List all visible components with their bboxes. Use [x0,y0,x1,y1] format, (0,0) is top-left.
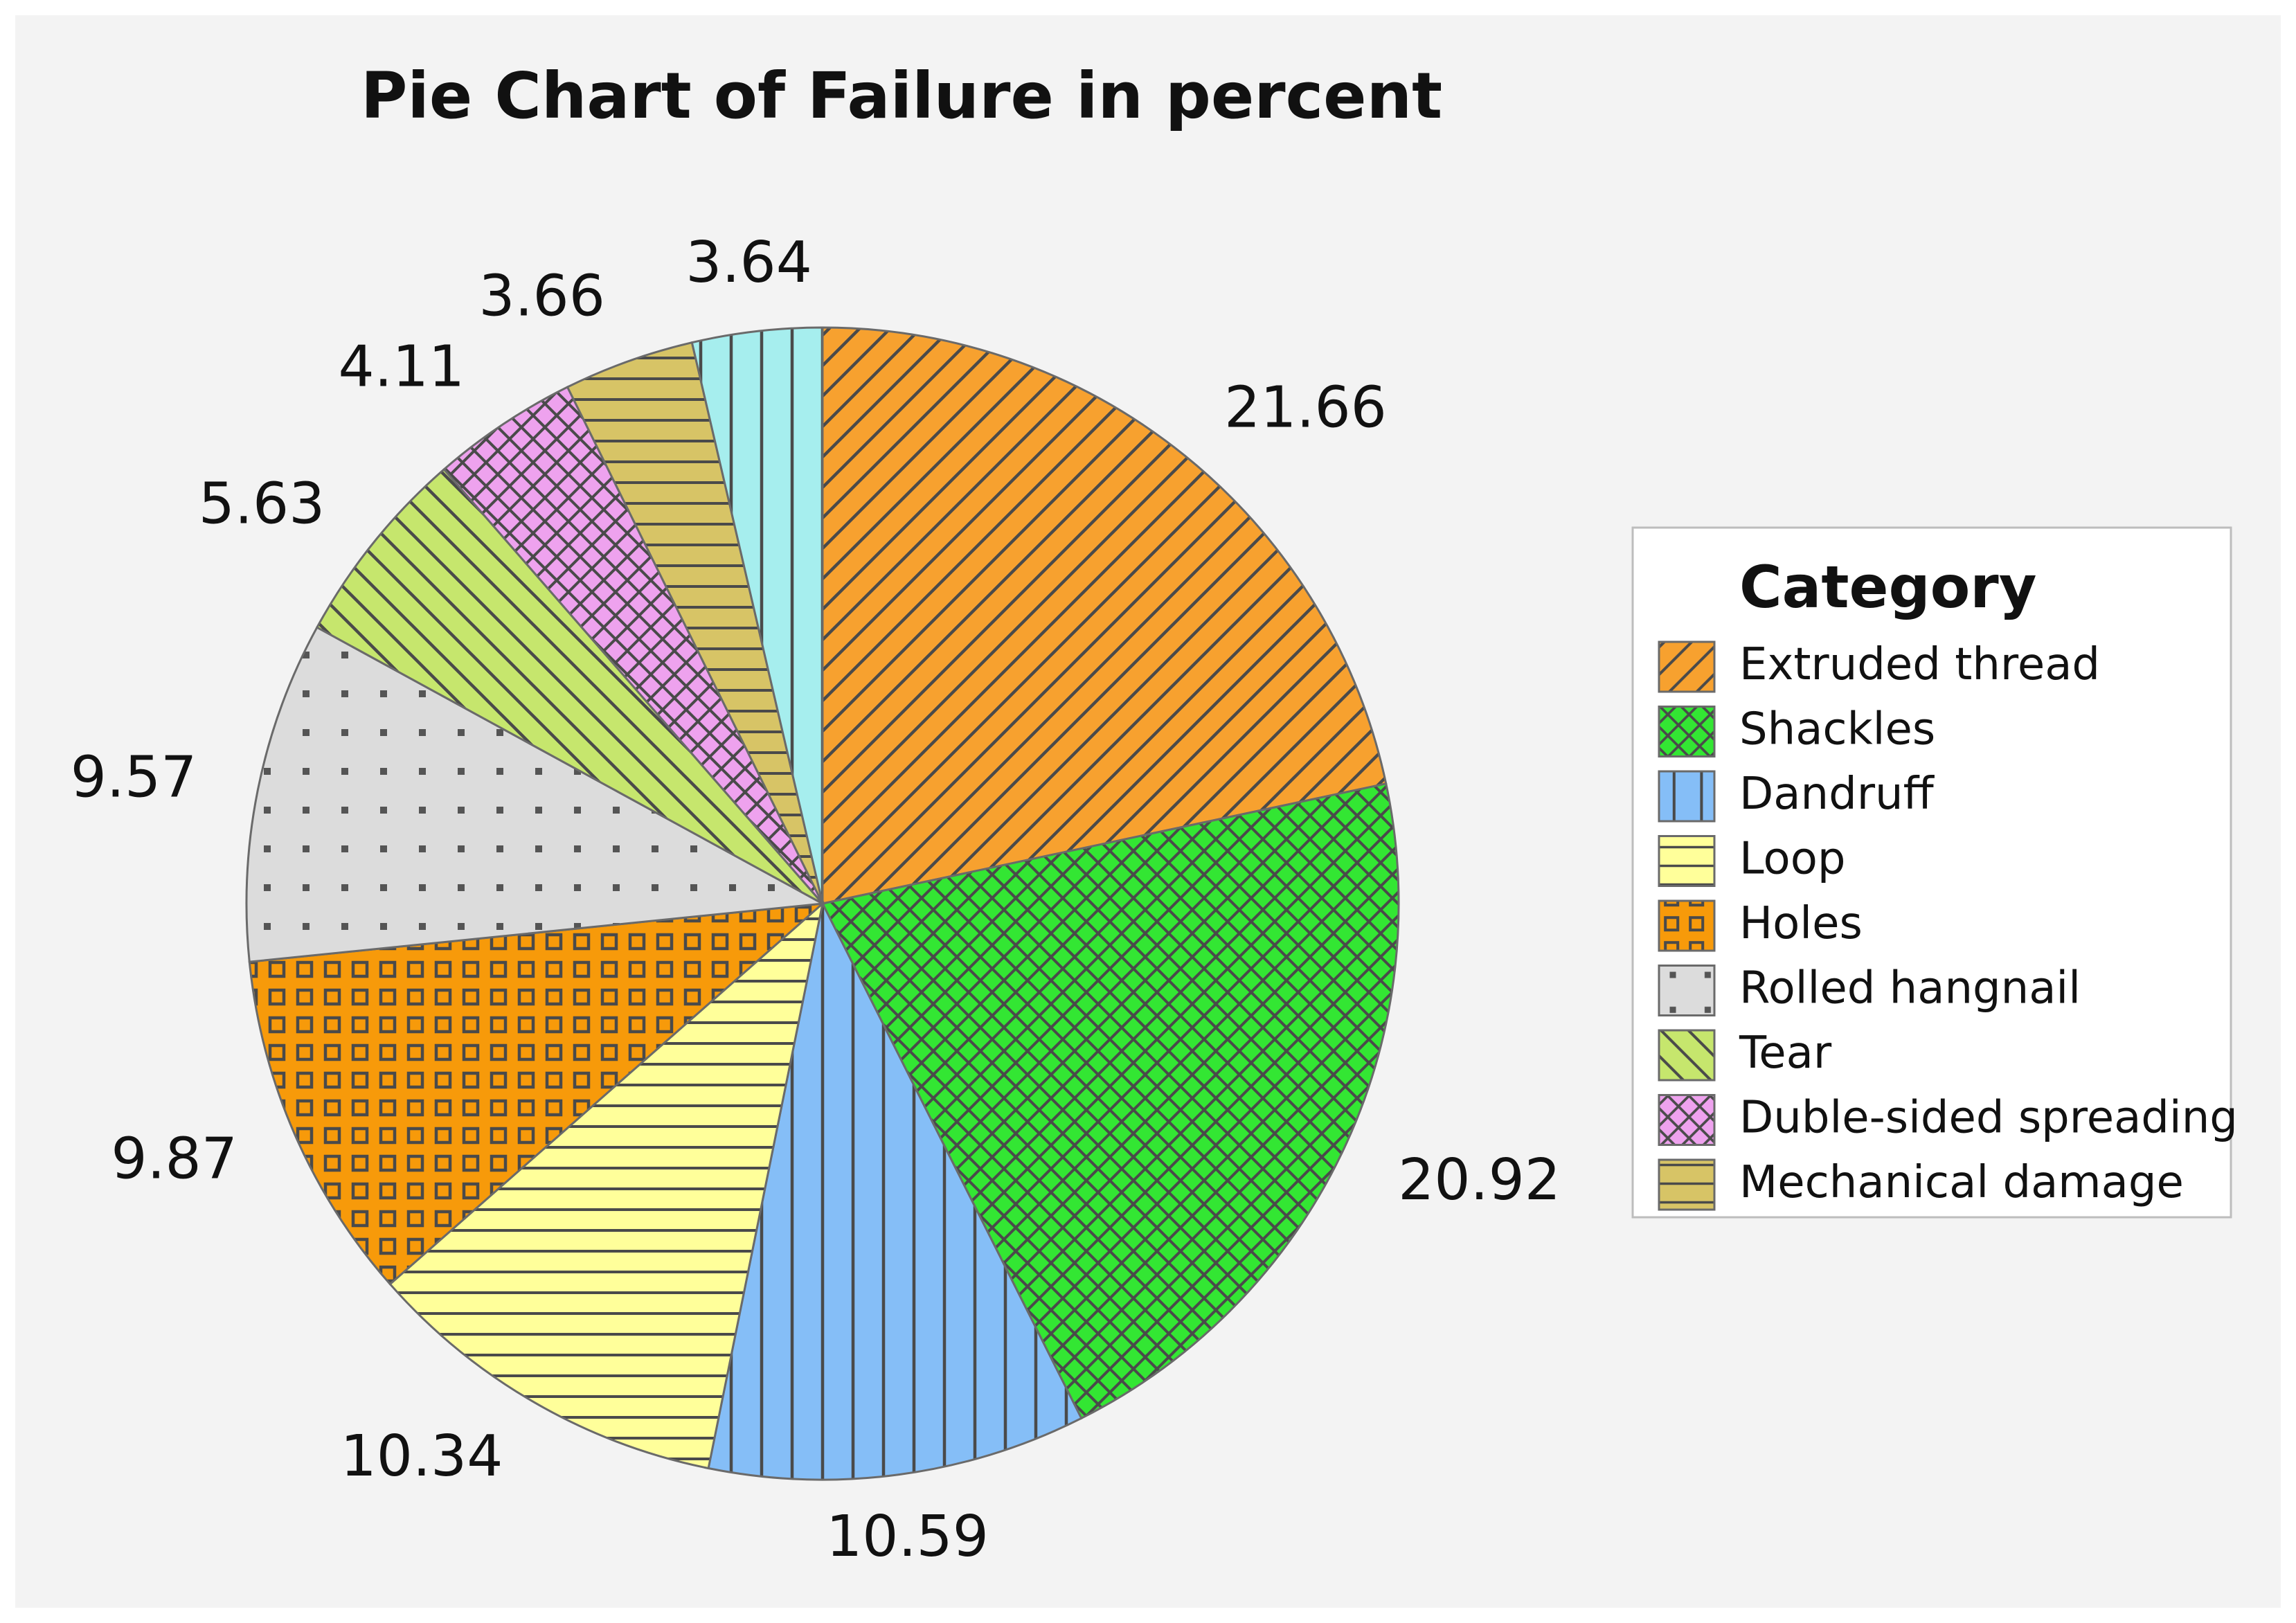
legend-swatch [1658,640,1716,693]
value-label: 3.64 [685,230,812,296]
legend-swatch [1658,899,1716,952]
legend-label: Dandruff [1739,769,1935,820]
legend-swatch [1658,1158,1716,1211]
legend-items: Extruded thread Shackles Dandruff Loop Holes… [1658,639,2238,1211]
pie-slice-tear [315,467,824,905]
legend-swatch [1658,1029,1716,1082]
pie-slice-loop [388,900,825,1470]
pie-slice-duble-sided-spreading [442,386,824,904]
legend-swatch [1658,835,1716,887]
value-label: 3.66 [478,264,605,330]
value-label: 20.92 [1398,1147,1561,1213]
value-label: 4.11 [339,334,465,400]
value-label: 9.57 [71,744,197,810]
value-label: 10.59 [826,1504,989,1570]
legend-swatch [1658,1094,1716,1146]
value-label: 5.63 [199,472,325,537]
chart-title: Pie Chart of Failure in percent [361,59,1442,133]
pie-slice-dandruff [707,900,1083,1481]
pie-slice-shackles [820,782,1400,1420]
legend-label: Loop [1739,834,1845,885]
value-label: 10.34 [341,1424,503,1489]
legend-box [1631,526,2232,1219]
legend-label: Holes [1739,898,1863,949]
legend-label: Duble-sided spreading [1739,1093,2238,1144]
legend-label: Mechanical damage [1739,1157,2184,1208]
legend-label: Shackles [1739,704,1935,755]
pie-slice-extruded-thread [821,326,1388,905]
legend-label: Extruded thread [1739,639,2100,690]
pie-chart: Pie Chart of Failure in percent 21.66 20.… [71,59,2238,1570]
legend-swatch [1658,770,1716,823]
legend-title: Category [1739,553,2036,621]
legend-label: Tear [1739,1028,1832,1079]
pie-slice-unlabeled [690,326,824,904]
legend: Category Extruded thread Shackles Dandruff… [1631,526,2238,1219]
legend-label: Rolled hangnail [1739,963,2081,1014]
legend-swatch [1658,706,1716,757]
pie-slice-holes [248,902,826,1286]
legend-swatch [1658,965,1716,1016]
value-label: 9.87 [111,1127,237,1192]
value-labels: 21.66 20.92 10.59 10.34 9.87 9.57 5.63 4.113.66… [71,230,1561,1570]
pie-slice-rolled-hangnail [245,626,826,963]
chart-frame: Pie Chart of Failure in percent 21.66 20.… [15,15,2281,1608]
value-label: 21.66 [1224,375,1387,440]
pie-slices [245,326,1400,1481]
